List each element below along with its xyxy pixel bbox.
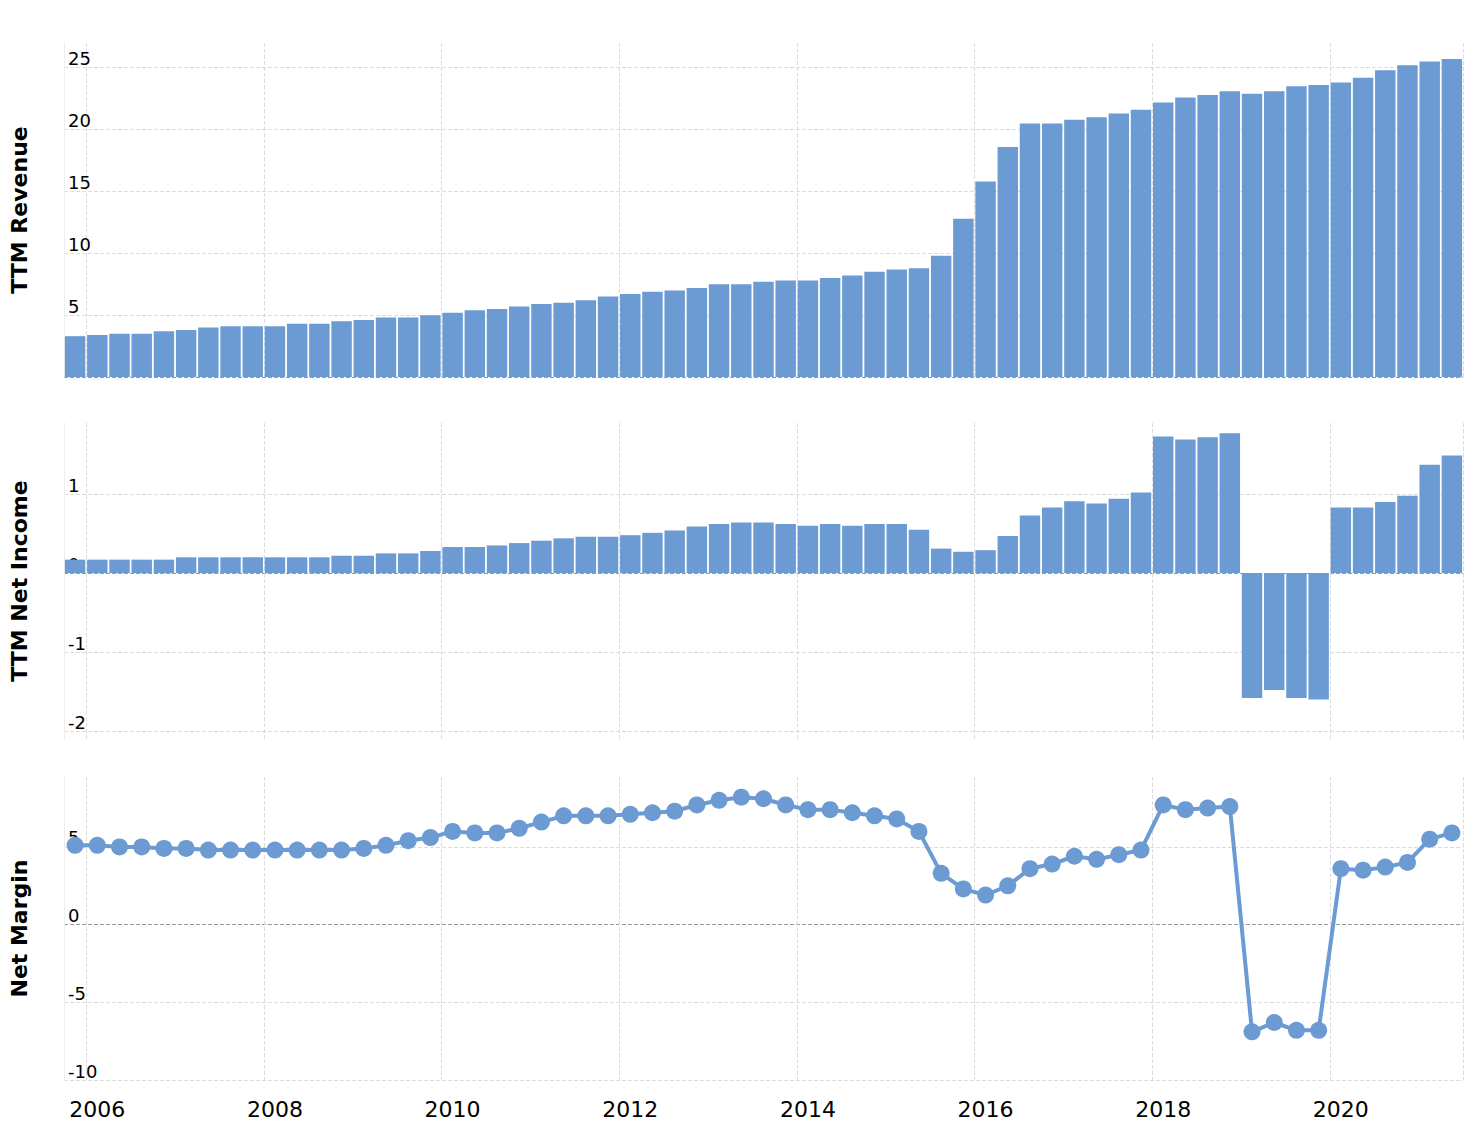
svg-text:5: 5 xyxy=(68,296,79,317)
svg-text:2020: 2020 xyxy=(1313,1097,1369,1122)
svg-text:2006: 2006 xyxy=(69,1097,125,1122)
svg-text:2014: 2014 xyxy=(780,1097,836,1122)
svg-text:2012: 2012 xyxy=(602,1097,658,1122)
svg-text:1: 1 xyxy=(68,475,79,496)
svg-text:2016: 2016 xyxy=(958,1097,1014,1122)
svg-text:TTM Revenue: TTM Revenue xyxy=(7,126,32,293)
svg-text:TTM Net Income: TTM Net Income xyxy=(7,480,32,681)
svg-text:10: 10 xyxy=(68,234,91,255)
svg-text:2010: 2010 xyxy=(425,1097,481,1122)
svg-text:2008: 2008 xyxy=(247,1097,303,1122)
svg-text:-10: -10 xyxy=(68,1061,97,1082)
svg-text:-5: -5 xyxy=(68,983,86,1004)
svg-text:-1: -1 xyxy=(68,633,86,654)
svg-text:2018: 2018 xyxy=(1135,1097,1191,1122)
svg-text:15: 15 xyxy=(68,172,91,193)
svg-text:0: 0 xyxy=(68,905,79,926)
svg-text:20: 20 xyxy=(68,110,91,131)
svg-text:-2: -2 xyxy=(68,712,86,733)
svg-text:25: 25 xyxy=(68,48,91,69)
svg-text:Net Margin: Net Margin xyxy=(7,859,32,997)
